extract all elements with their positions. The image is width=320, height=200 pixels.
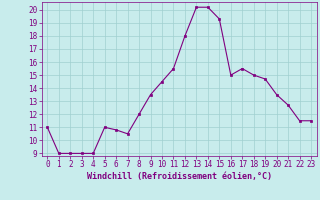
X-axis label: Windchill (Refroidissement éolien,°C): Windchill (Refroidissement éolien,°C) bbox=[87, 172, 272, 181]
